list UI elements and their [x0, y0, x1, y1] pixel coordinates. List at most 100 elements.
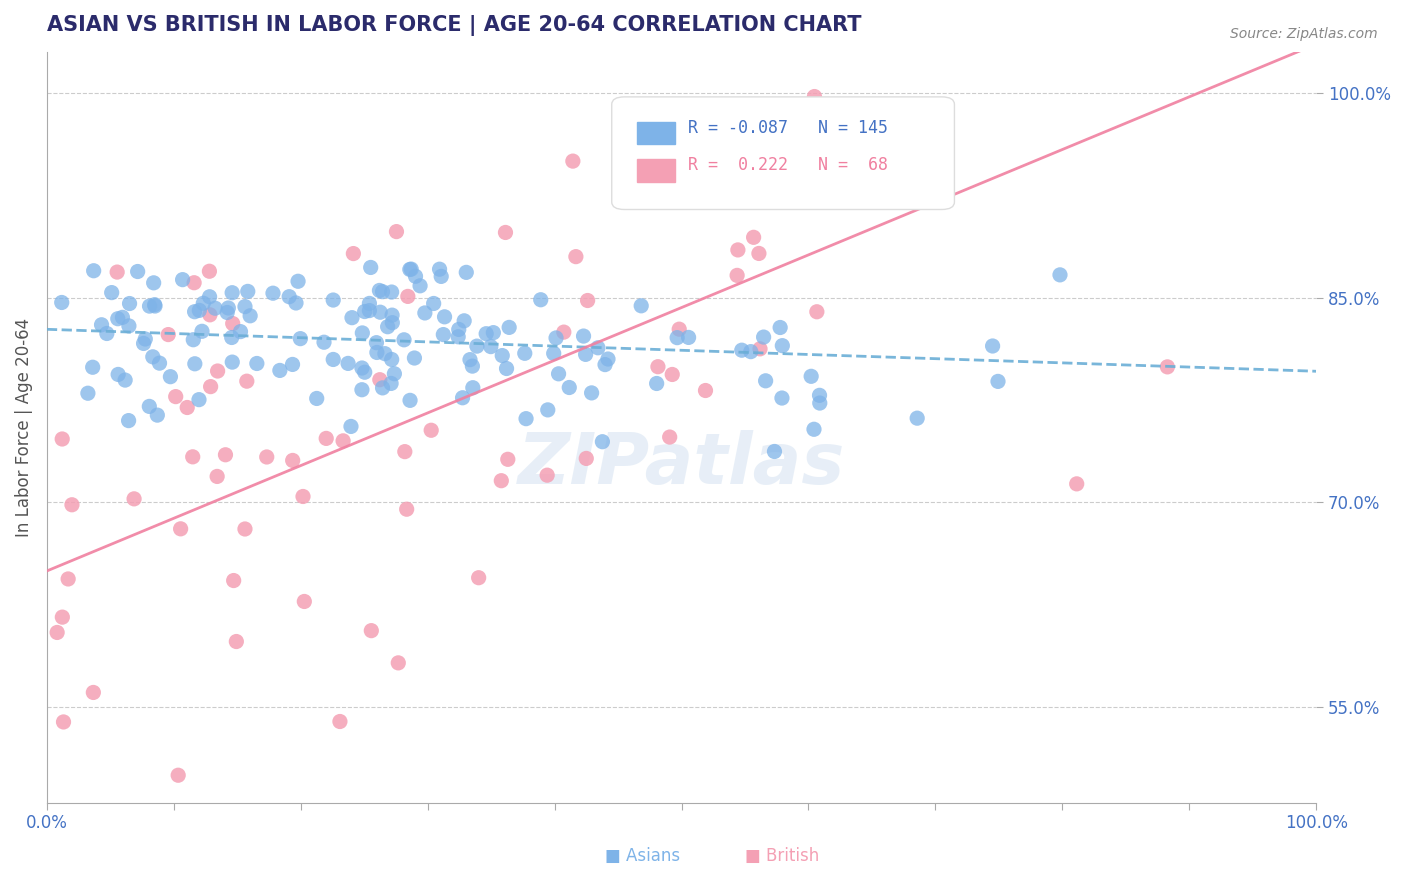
Point: [225, 634, 247, 648]
Point: [329, 714, 352, 729]
Point: [142, 350, 165, 364]
Point: [763, 444, 786, 458]
Point: [118, 318, 141, 333]
Text: ■ British: ■ British: [745, 847, 820, 865]
Point: [281, 453, 304, 467]
Point: [77, 386, 100, 401]
Point: [377, 319, 399, 334]
Point: [371, 285, 394, 299]
Point: [387, 656, 409, 670]
Point: [396, 289, 419, 303]
Point: [100, 285, 122, 300]
Point: [340, 419, 363, 434]
Point: [808, 388, 831, 402]
Point: [495, 361, 517, 376]
Point: [269, 363, 291, 377]
Point: [233, 300, 256, 314]
Point: [647, 359, 669, 374]
Point: [221, 355, 243, 369]
Point: [498, 320, 520, 334]
Point: [803, 89, 825, 103]
Point: [515, 411, 537, 425]
Point: [138, 400, 160, 414]
Point: [198, 264, 221, 278]
Point: [661, 368, 683, 382]
Point: [808, 396, 831, 410]
Point: [368, 284, 391, 298]
Point: [172, 273, 194, 287]
Point: [287, 274, 309, 288]
Point: [60, 498, 83, 512]
Point: [399, 393, 422, 408]
Point: [143, 299, 166, 313]
Point: [96, 326, 118, 341]
Point: [222, 317, 245, 331]
Point: [236, 374, 259, 388]
Text: ZIPatlas: ZIPatlas: [517, 430, 845, 500]
Point: [987, 375, 1010, 389]
Point: [111, 310, 134, 325]
Point: [322, 293, 344, 307]
Point: [292, 594, 315, 608]
Point: [82, 360, 104, 375]
Point: [1156, 359, 1178, 374]
Point: [530, 293, 553, 307]
Point: [83, 264, 105, 278]
Point: [51, 610, 73, 624]
Point: [536, 468, 558, 483]
Point: [138, 299, 160, 313]
Point: [281, 358, 304, 372]
Point: [398, 262, 420, 277]
Point: [350, 361, 373, 376]
Point: [384, 367, 406, 381]
FancyBboxPatch shape: [612, 97, 955, 210]
Point: [148, 356, 170, 370]
Point: [82, 685, 104, 699]
Point: [453, 314, 475, 328]
Point: [305, 392, 328, 406]
Point: [256, 450, 278, 464]
Point: [217, 305, 239, 319]
Point: [114, 373, 136, 387]
Point: [366, 335, 388, 350]
Point: [366, 345, 388, 359]
Point: [581, 385, 603, 400]
Point: [770, 339, 793, 353]
Point: [118, 296, 141, 310]
Point: [561, 154, 583, 169]
Point: [770, 391, 793, 405]
Point: [475, 326, 498, 341]
Point: [204, 301, 226, 316]
Point: [491, 474, 513, 488]
Point: [430, 269, 453, 284]
Point: [467, 571, 489, 585]
Point: [668, 322, 690, 336]
Point: [368, 305, 391, 319]
Point: [380, 376, 402, 391]
Point: [395, 502, 418, 516]
Point: [461, 359, 484, 373]
Point: [246, 356, 269, 370]
Point: [193, 296, 215, 310]
Point: [553, 325, 575, 339]
Point: [46, 625, 69, 640]
Point: [322, 352, 344, 367]
Point: [544, 331, 567, 345]
Text: ASIAN VS BRITISH IN LABOR FORCE | AGE 20-64 CORRELATION CHART: ASIAN VS BRITISH IN LABOR FORCE | AGE 20…: [46, 15, 862, 36]
Point: [359, 303, 381, 318]
Text: Source: ZipAtlas.com: Source: ZipAtlas.com: [1230, 27, 1378, 41]
Point: [447, 330, 470, 344]
Point: [188, 303, 211, 318]
Point: [181, 450, 204, 464]
Text: ■ Asians: ■ Asians: [605, 847, 679, 865]
Point: [381, 308, 404, 322]
Point: [184, 357, 207, 371]
Point: [146, 408, 169, 422]
Point: [752, 330, 775, 344]
Point: [769, 320, 792, 334]
Point: [575, 451, 598, 466]
Point: [456, 265, 478, 279]
Point: [368, 373, 391, 387]
Point: [198, 308, 221, 322]
Point: [458, 352, 481, 367]
